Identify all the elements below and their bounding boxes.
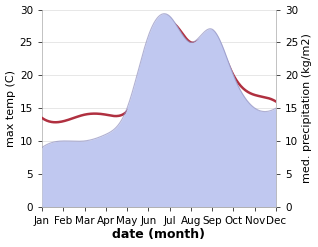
Y-axis label: max temp (C): max temp (C) <box>5 70 16 147</box>
Y-axis label: med. precipitation (kg/m2): med. precipitation (kg/m2) <box>302 33 313 183</box>
X-axis label: date (month): date (month) <box>113 228 205 242</box>
